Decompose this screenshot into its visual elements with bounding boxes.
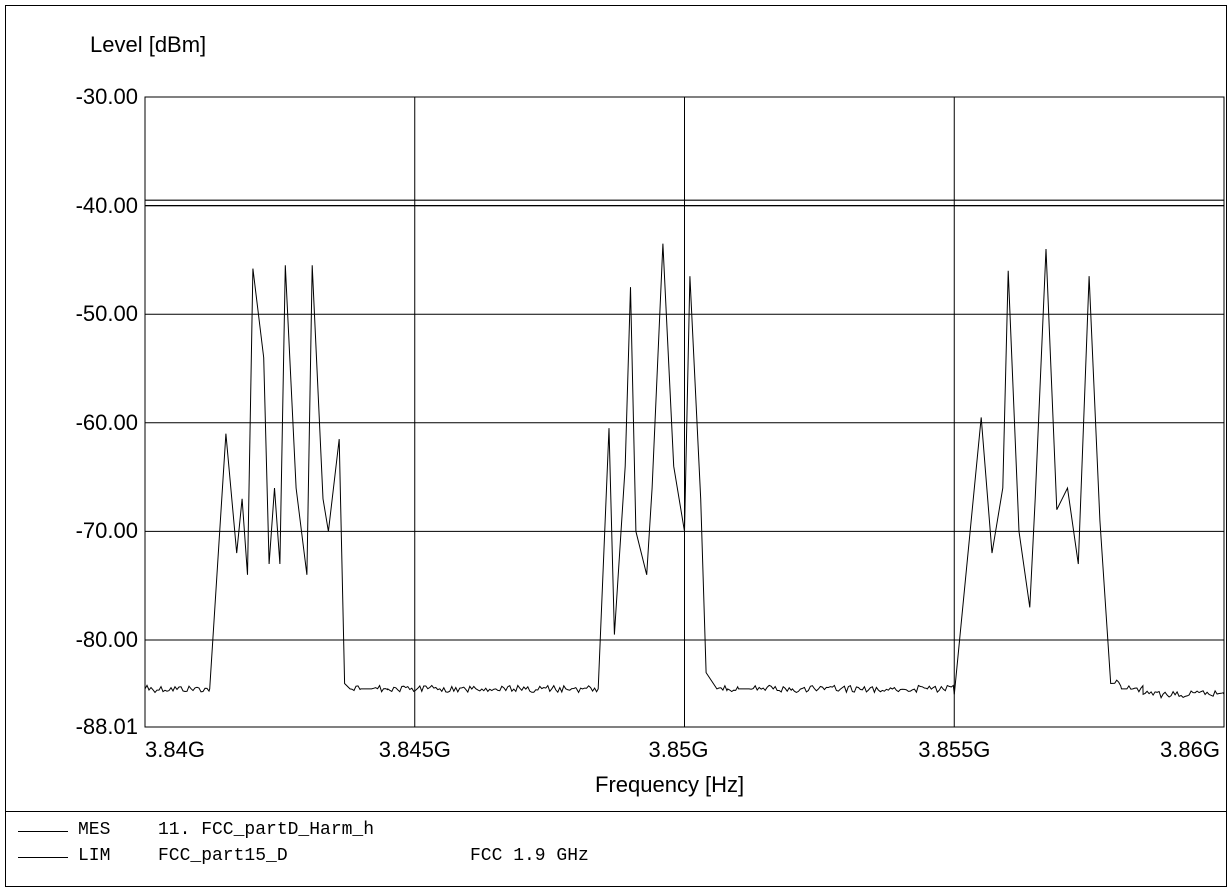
- y-axis-label: Level [dBm]: [90, 32, 207, 57]
- x-tick-label: 3.85G: [648, 737, 709, 762]
- legend-tag-lim: LIM: [78, 846, 111, 866]
- legend-tag-mes: MES: [78, 820, 111, 840]
- y-tick-label: -80.00: [75, 627, 138, 652]
- legend-line-mes: [18, 831, 68, 832]
- legend-separator: [5, 811, 1227, 812]
- legend-extra-lim: FCC 1.9 GHz: [470, 846, 589, 866]
- x-axis-label: Frequency [Hz]: [595, 772, 745, 797]
- x-tick-label: 3.855G: [918, 737, 991, 762]
- series-line-mes: [144, 243, 1225, 699]
- y-tick-label: -40.00: [75, 192, 138, 218]
- x-tick-label: 3.845G: [378, 737, 451, 762]
- y-tick-label: -50.00: [75, 301, 138, 327]
- legend-line-lim: [18, 857, 68, 858]
- legend-text-mes: 11. FCC_partD_Harm_h: [158, 820, 375, 840]
- x-tick-label: 3.84G: [145, 737, 205, 762]
- y-tick-label: -88.01: [75, 714, 138, 739]
- y-tick-label: -70.00: [75, 518, 138, 544]
- y-tick-label: -30.00: [75, 84, 138, 109]
- legend-text-lim: FCC_part15_D: [158, 846, 288, 866]
- y-tick-label: -60.00: [75, 409, 138, 435]
- x-tick-label: 3.86G: [1160, 737, 1220, 762]
- chart-frame: [5, 5, 1227, 887]
